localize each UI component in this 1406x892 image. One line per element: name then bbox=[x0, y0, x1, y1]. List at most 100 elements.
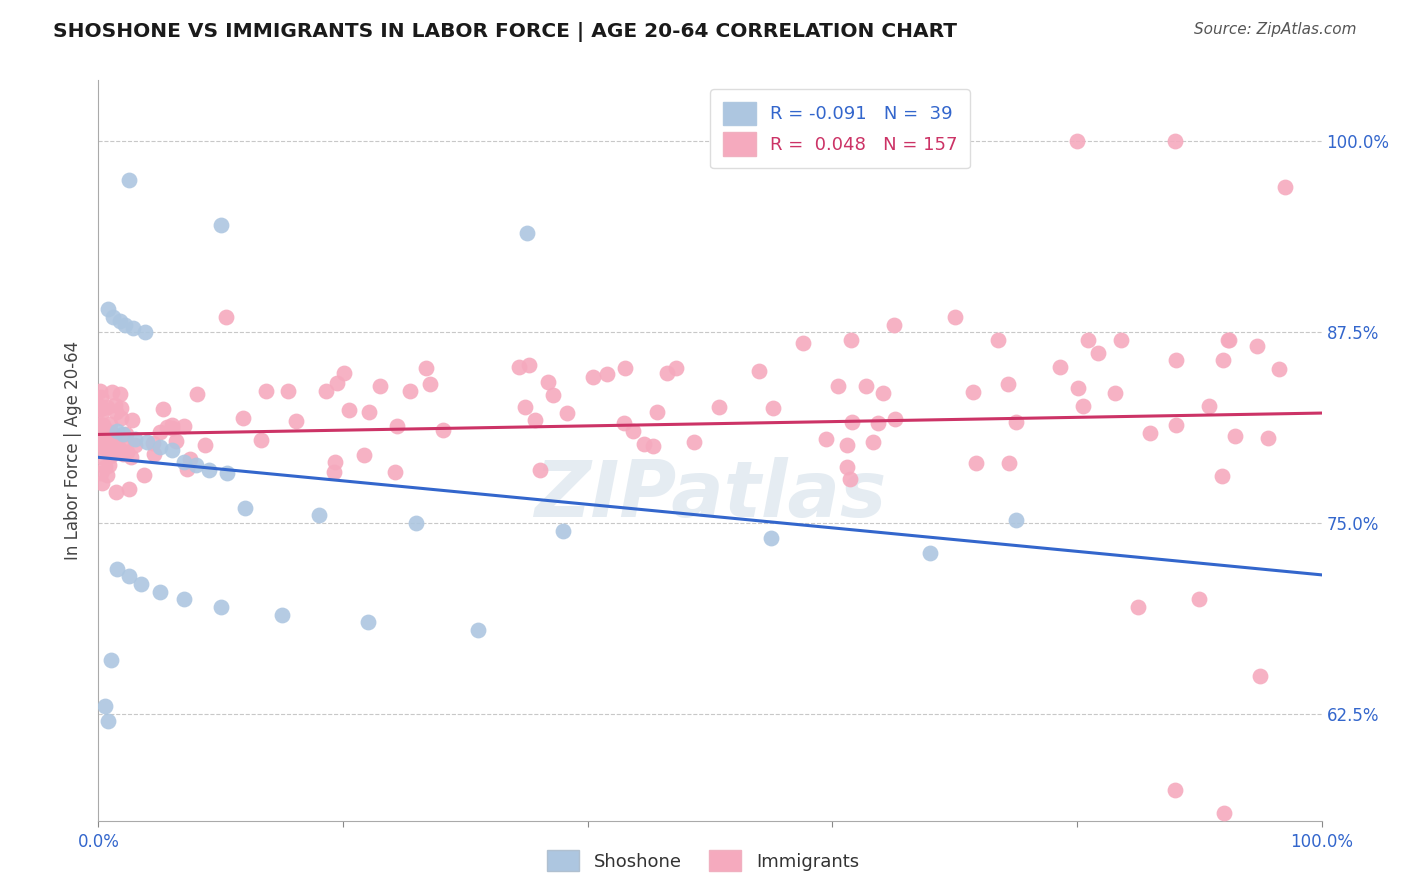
Point bbox=[186, 458, 208, 472]
Point bbox=[1212, 805, 1234, 820]
Point bbox=[513, 400, 536, 414]
Point bbox=[1218, 333, 1240, 347]
Point bbox=[110, 401, 132, 415]
Y-axis label: In Labor Force | Age 20-64: In Labor Force | Age 20-64 bbox=[65, 341, 83, 560]
Point bbox=[197, 462, 219, 476]
Point bbox=[179, 451, 201, 466]
Point bbox=[356, 615, 378, 630]
Point bbox=[1198, 399, 1220, 413]
Point bbox=[277, 384, 299, 398]
Point bbox=[515, 226, 537, 240]
Point bbox=[1164, 134, 1187, 148]
Point bbox=[1111, 333, 1133, 347]
Point bbox=[115, 427, 138, 442]
Point bbox=[308, 508, 330, 523]
Point bbox=[839, 472, 862, 486]
Point bbox=[173, 592, 195, 607]
Point bbox=[1211, 469, 1233, 483]
Point bbox=[89, 399, 111, 413]
Point bbox=[91, 436, 114, 450]
Point bbox=[537, 375, 560, 389]
Point bbox=[101, 310, 124, 324]
Point bbox=[997, 377, 1019, 392]
Point bbox=[841, 415, 863, 429]
Point bbox=[215, 466, 238, 480]
Point bbox=[582, 370, 605, 384]
Point bbox=[965, 456, 987, 470]
Point bbox=[405, 516, 427, 530]
Point bbox=[748, 364, 770, 378]
Point bbox=[114, 318, 136, 332]
Point bbox=[233, 500, 256, 515]
Legend: Shoshone, Immigrants: Shoshone, Immigrants bbox=[540, 843, 866, 879]
Point bbox=[683, 435, 706, 450]
Point bbox=[104, 428, 127, 442]
Point bbox=[120, 450, 142, 465]
Point bbox=[173, 455, 195, 469]
Point bbox=[370, 379, 392, 393]
Point bbox=[98, 425, 121, 439]
Point bbox=[839, 333, 862, 347]
Point bbox=[110, 410, 132, 425]
Point bbox=[385, 419, 408, 434]
Point bbox=[91, 401, 114, 415]
Point bbox=[1218, 333, 1240, 347]
Point bbox=[186, 387, 208, 401]
Point bbox=[118, 482, 141, 496]
Point bbox=[209, 599, 232, 614]
Point bbox=[337, 403, 360, 417]
Point bbox=[93, 436, 115, 450]
Point bbox=[132, 467, 155, 482]
Point bbox=[517, 358, 540, 372]
Point bbox=[165, 434, 187, 448]
Point bbox=[90, 405, 112, 419]
Point bbox=[1274, 180, 1296, 194]
Point bbox=[129, 577, 152, 591]
Point bbox=[89, 425, 111, 439]
Point bbox=[1164, 417, 1187, 432]
Point bbox=[89, 418, 111, 433]
Point bbox=[418, 377, 440, 392]
Point bbox=[399, 384, 422, 398]
Point bbox=[101, 433, 124, 447]
Point bbox=[115, 445, 138, 459]
Point bbox=[524, 413, 547, 427]
Point bbox=[91, 417, 114, 432]
Point bbox=[883, 412, 905, 426]
Point bbox=[89, 384, 111, 399]
Point bbox=[96, 400, 118, 414]
Point bbox=[160, 442, 183, 457]
Point bbox=[91, 450, 114, 464]
Point bbox=[1257, 431, 1279, 445]
Point bbox=[641, 440, 664, 454]
Point bbox=[111, 440, 134, 454]
Point bbox=[149, 425, 172, 439]
Point bbox=[215, 310, 238, 324]
Point bbox=[333, 366, 356, 380]
Point bbox=[176, 461, 198, 475]
Point bbox=[827, 379, 849, 393]
Point bbox=[357, 405, 380, 419]
Point bbox=[655, 366, 678, 380]
Point bbox=[160, 418, 183, 433]
Point bbox=[1246, 339, 1268, 353]
Point bbox=[529, 463, 551, 477]
Point bbox=[94, 429, 117, 443]
Point bbox=[868, 416, 890, 430]
Point bbox=[761, 531, 783, 545]
Point bbox=[142, 447, 165, 461]
Point bbox=[118, 172, 141, 186]
Point bbox=[508, 360, 530, 375]
Point bbox=[105, 425, 128, 439]
Point bbox=[541, 388, 564, 402]
Point bbox=[100, 385, 122, 400]
Point bbox=[118, 569, 141, 583]
Point bbox=[100, 450, 122, 464]
Point bbox=[633, 437, 655, 451]
Text: Source: ZipAtlas.com: Source: ZipAtlas.com bbox=[1194, 22, 1357, 37]
Point bbox=[920, 547, 942, 561]
Point bbox=[1104, 385, 1126, 400]
Point bbox=[323, 465, 346, 479]
Point bbox=[1164, 783, 1187, 797]
Point bbox=[1223, 429, 1246, 443]
